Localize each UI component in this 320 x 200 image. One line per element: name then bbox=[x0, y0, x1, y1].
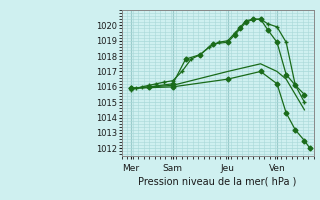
X-axis label: Pression niveau de la mer( hPa ): Pression niveau de la mer( hPa ) bbox=[139, 177, 297, 187]
